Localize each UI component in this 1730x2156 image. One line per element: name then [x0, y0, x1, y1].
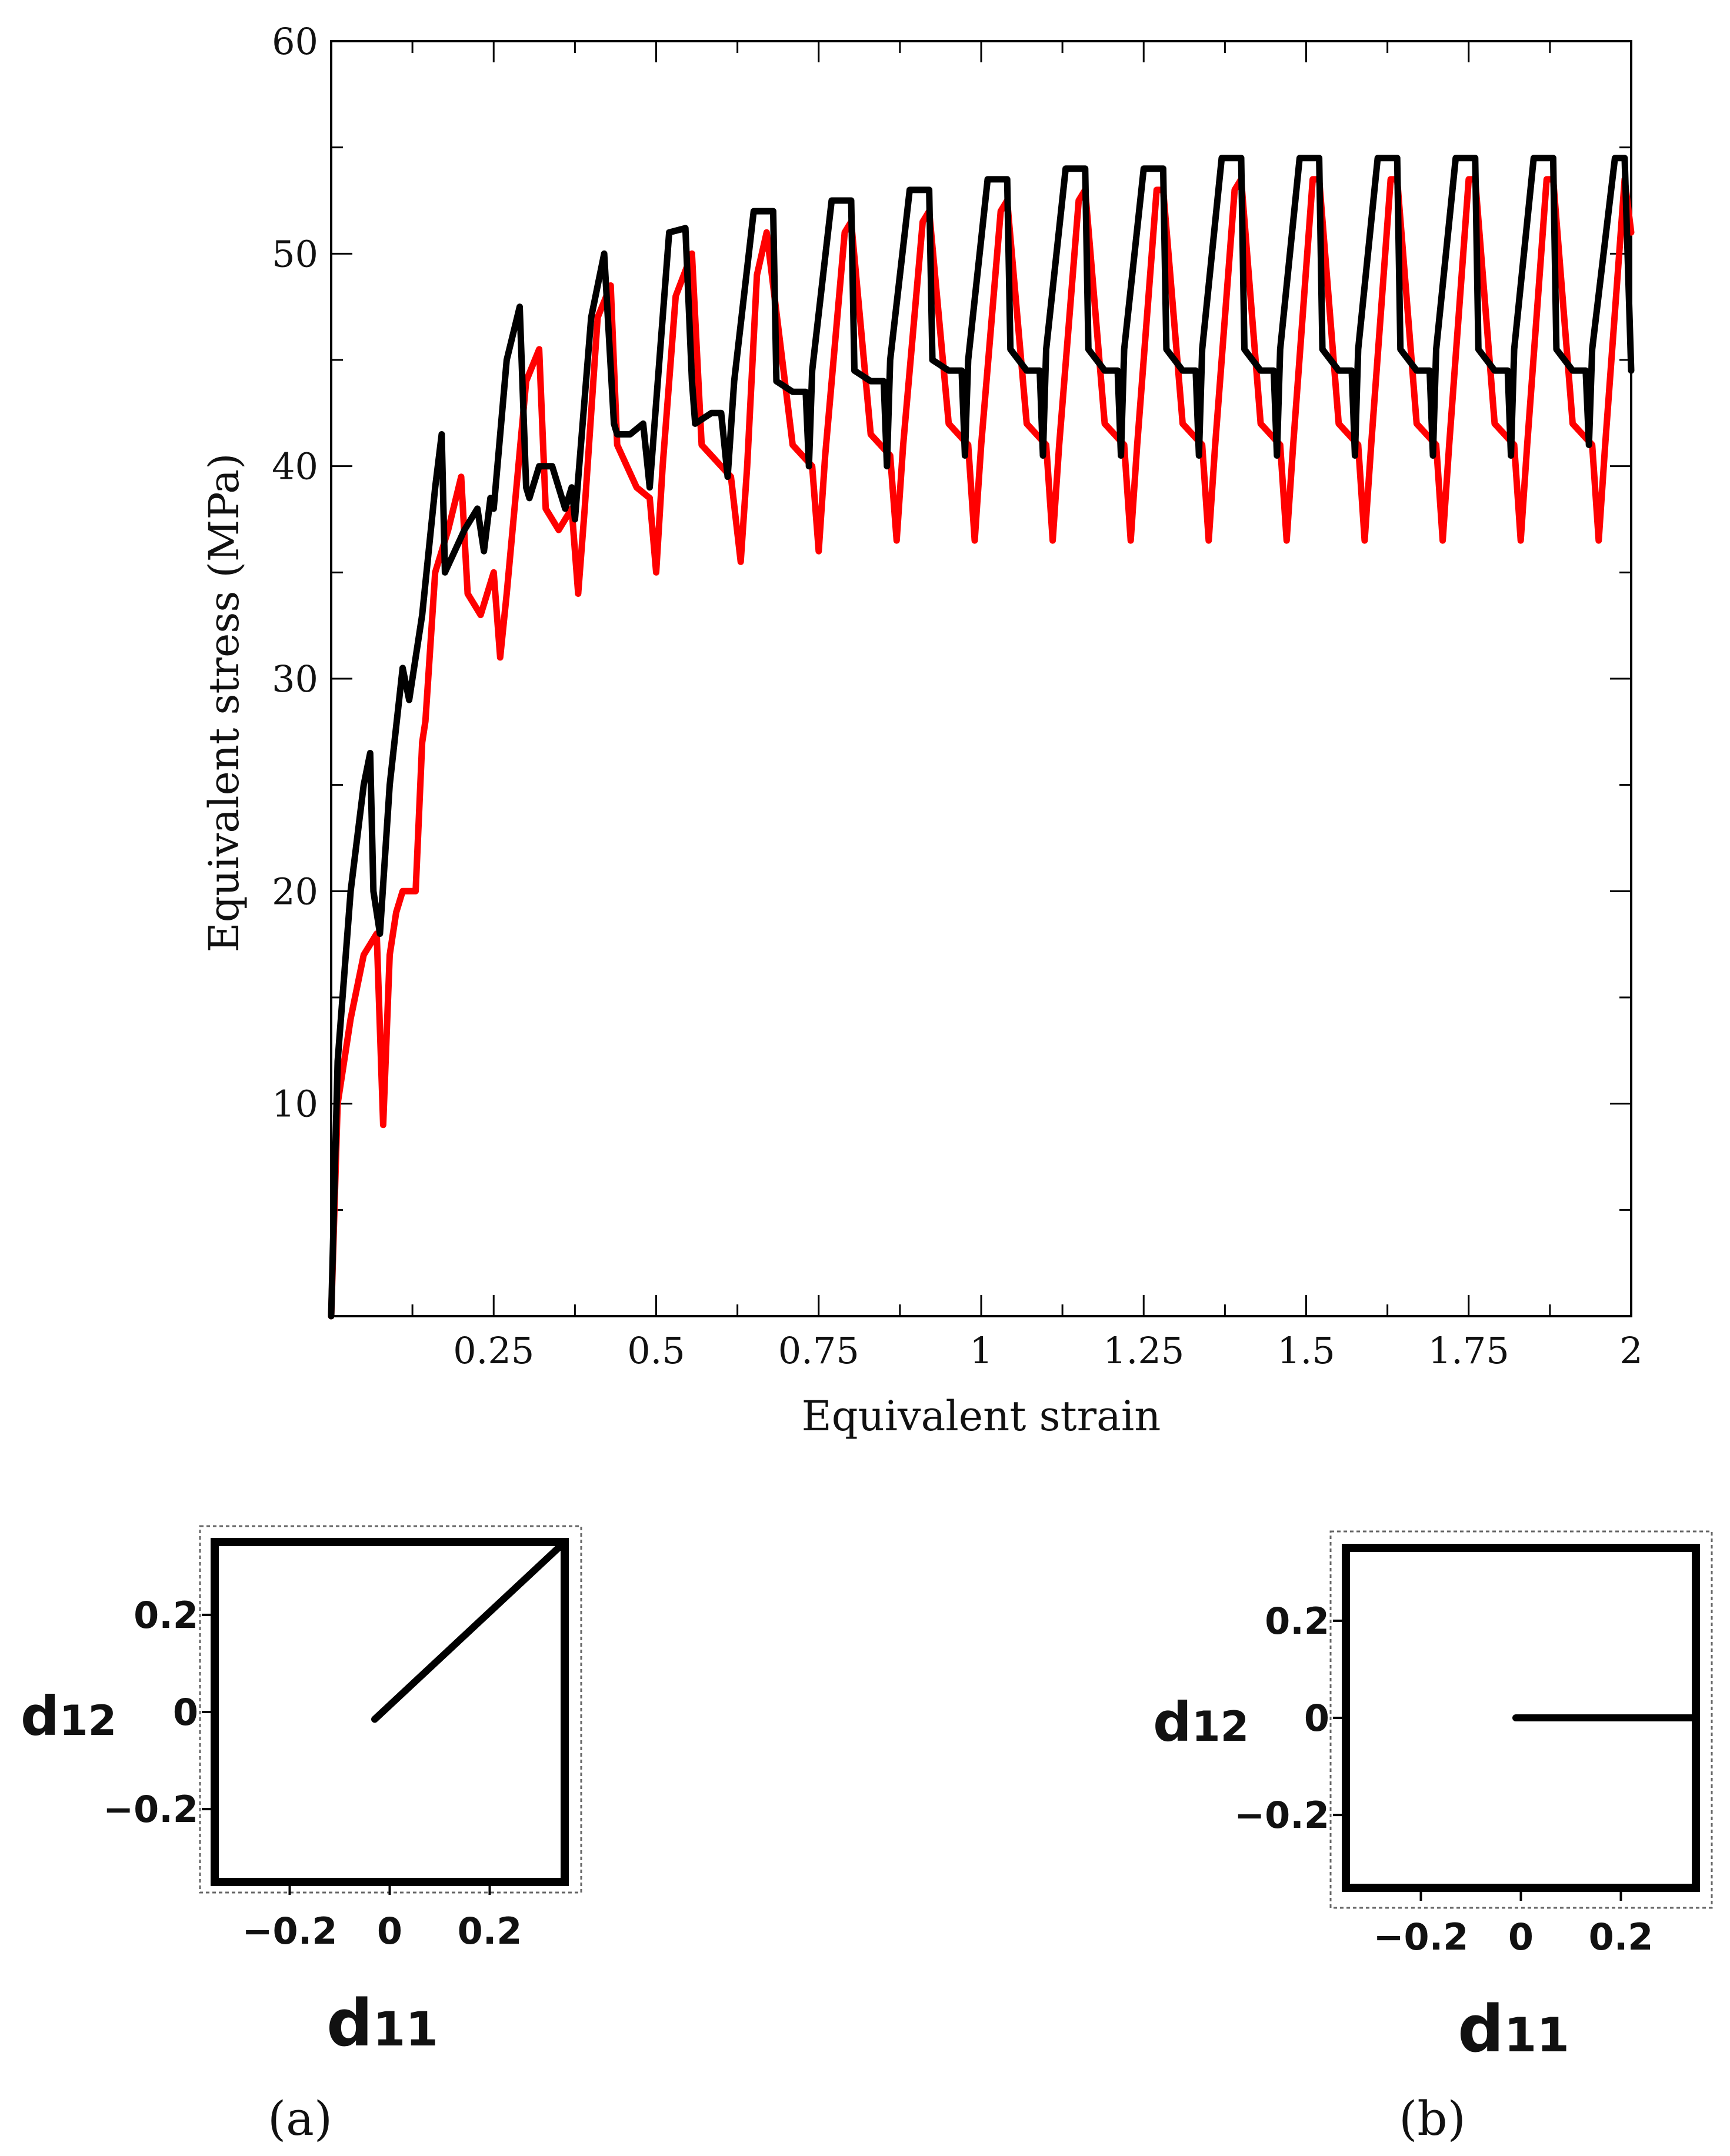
inset-b-x-tick-label: 0.2 [1589, 1915, 1654, 1958]
inset-b-ticks: −0.2 0 0.2 0.2 0 −0.2 [1234, 1600, 1653, 1958]
x-tick-label: 1.25 [1103, 1329, 1184, 1372]
y-axis-title: Equivalent stress (MPa) [200, 453, 248, 953]
inset-a-x-axis-label: d11 [326, 1985, 438, 2061]
inset-a-ticks: −0.2 0 0.2 0.2 0 −0.2 [103, 1594, 522, 1953]
inset-a-x-subscript: 11 [373, 2002, 438, 2057]
x-tick-label: 1 [969, 1329, 992, 1372]
inset-b: −0.2 0 0.20.20−0.2 d12 d11 (b) [1153, 1530, 1713, 2146]
inset-a-x-tick-label: −0.2 [242, 1910, 338, 1953]
y-tick-label: 40 [272, 445, 318, 488]
inset-b-x-tick-label: −0.2 [1374, 1915, 1469, 1958]
inset-b-y-tick-label: 0 [1304, 1697, 1329, 1740]
inset-b-x-axis-label: d11 [1458, 1991, 1569, 2067]
inset-b-x-subscript: 11 [1504, 2008, 1569, 2062]
y-tick-label: 10 [272, 1083, 318, 1126]
inset-b-y-tick-label: −0.2 [1234, 1794, 1329, 1837]
inset-a-y-tick-label: −0.2 [103, 1788, 198, 1831]
inset-a-series [371, 1538, 568, 1723]
x-tick-label: 0.25 [453, 1329, 534, 1372]
x-tick-label: 2 [1619, 1329, 1642, 1372]
inset-b-x-tick-label: 0 [1508, 1915, 1534, 1958]
inset-b-x-letter: d [1458, 1991, 1504, 2067]
inset-b-outer-frame [1329, 1530, 1713, 1909]
x-tick-label: 1.75 [1428, 1329, 1509, 1372]
inset-a-y-letter: d [21, 1685, 59, 1748]
main-chart: 0.25 0.5 0.75 1 1.25 1.5 1.75 2 10 20 30 40 50 60 Equ… [200, 20, 1643, 1440]
y-tick-label: 50 [272, 232, 318, 275]
inset-a-y-tick-label: 0 [173, 1691, 198, 1734]
x-axis-title: Equivalent strain [802, 1392, 1161, 1440]
inset-a-x-tick-label: 0.2 [458, 1910, 522, 1953]
y-tick-label: 20 [272, 870, 318, 913]
inset-b-y-letter: d [1153, 1691, 1192, 1754]
series-black-line [328, 155, 1635, 1320]
inset-a: −0.2 0 0.20.20−0.2 d12 d11 (a) [21, 1525, 582, 2146]
y-tick-label: 60 [272, 20, 318, 63]
inset-b-y-subscript: 12 [1192, 1703, 1249, 1751]
inset-a-path-line [371, 1538, 568, 1723]
main-tick-labels: 0.25 0.5 0.75 1 1.25 1.5 1.75 2 10 20 30 40 50 60 [272, 20, 1643, 1372]
x-tick-label: 1.5 [1277, 1329, 1335, 1372]
inset-a-y-axis-label: d12 [21, 1685, 116, 1748]
y-tick-label: 30 [272, 658, 318, 700]
x-tick-label: 0.75 [778, 1329, 859, 1372]
inset-b-y-tick-label: 0.2 [1265, 1600, 1329, 1643]
inset-a-y-tick-label: 0.2 [134, 1594, 198, 1637]
main-series [328, 155, 1635, 1320]
inset-a-x-tick-label: 0 [377, 1910, 402, 1953]
inset-a-x-letter: d [326, 1985, 373, 2061]
inset-b-y-axis-label: d12 [1153, 1691, 1249, 1754]
panel-label-a: (a) [268, 2091, 332, 2146]
x-tick-label: 0.5 [627, 1329, 685, 1372]
panel-label-b: (b) [1399, 2091, 1466, 2146]
inset-a-y-subscript: 12 [59, 1697, 116, 1745]
